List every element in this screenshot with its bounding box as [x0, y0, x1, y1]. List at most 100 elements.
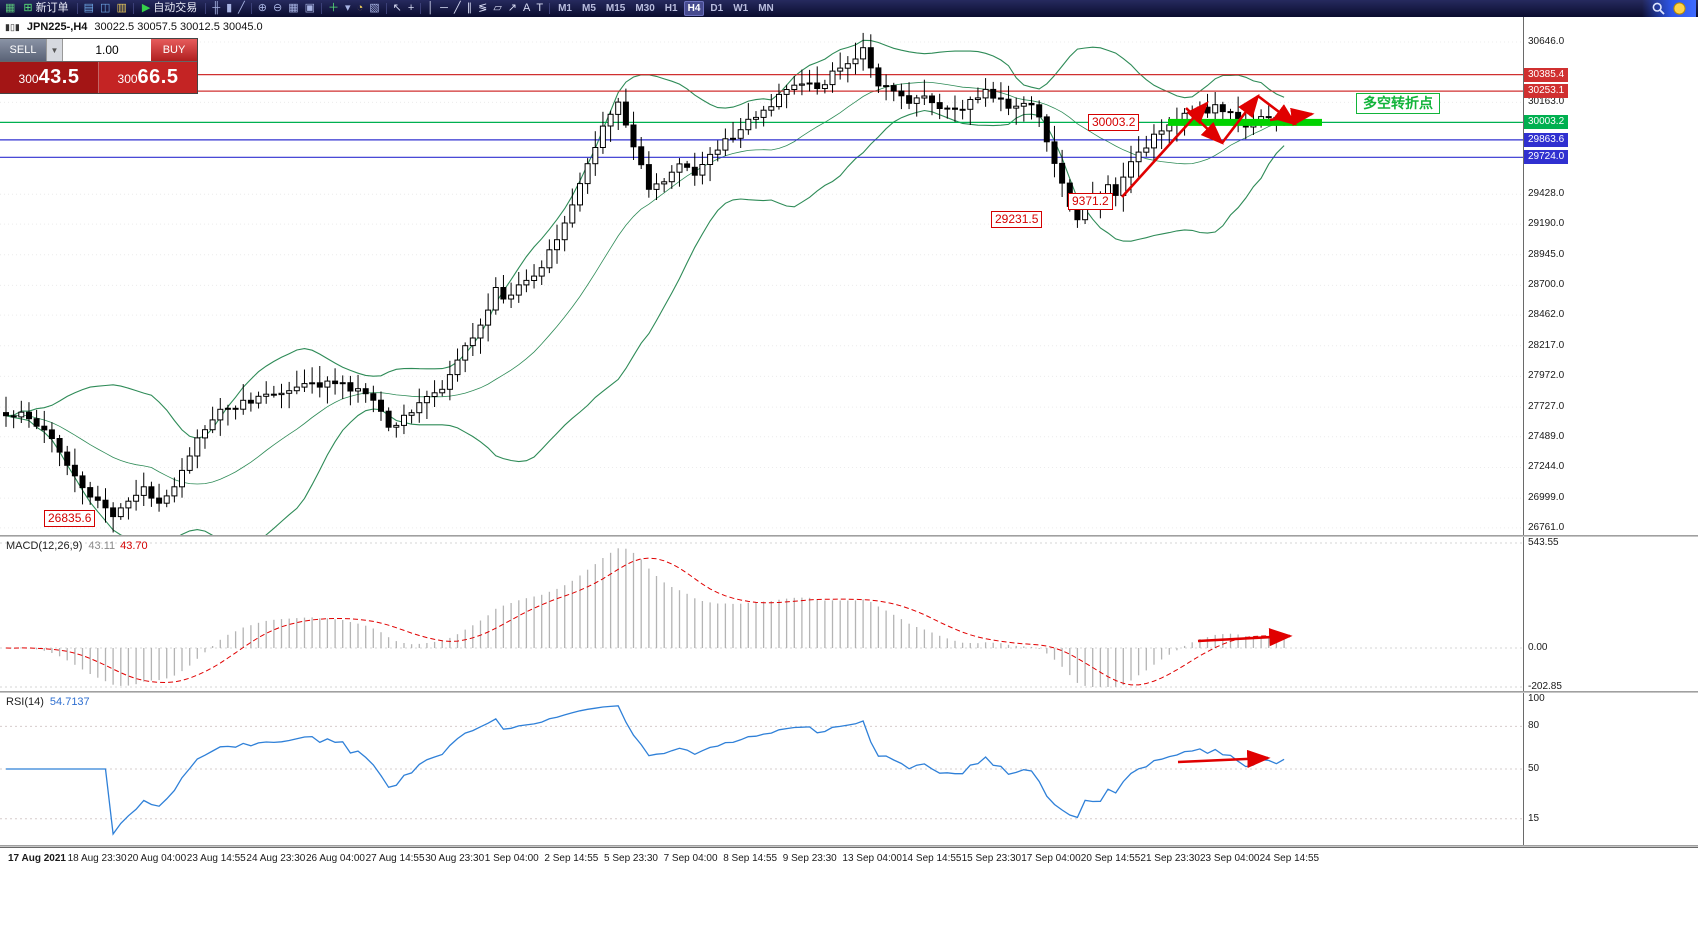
price-chart-pane[interactable]: ▮▯▮ JPN225-,H4 30022.5 30057.5 30012.5 3… — [0, 17, 1523, 535]
macd-main-value: 43.11 — [88, 540, 116, 552]
profiles-icon[interactable]: ◫ — [100, 2, 111, 14]
timeframe-d1-button[interactable]: D1 — [710, 3, 724, 14]
vline-icon[interactable]: │ — [427, 2, 435, 14]
price-axis[interactable]: 30646.0 30163.0 29428.0 29190.0 28945.0 28700… — [1523, 17, 1698, 535]
price-tick-26761.0: 26761.0 — [1528, 521, 1565, 533]
zoom-in-icon[interactable]: ⊕ — [257, 2, 268, 14]
price-big-digits: 66.5 — [137, 66, 179, 88]
bars-chart-icon[interactable]: ╫ — [212, 2, 221, 14]
autotrading-button-label: 自动交易 — [153, 2, 198, 14]
text-icon[interactable]: A — [523, 2, 531, 14]
volume-input[interactable] — [63, 39, 151, 61]
account-icon[interactable] — [1673, 2, 1686, 15]
bollinger-middle-band[interactable] — [5, 81, 1285, 485]
price-tick-28462.0: 28462.0 — [1528, 309, 1565, 321]
time-label: 18 Aug 23:30 — [67, 853, 127, 864]
price-label-9371.2[interactable]: 9371.2 — [1068, 193, 1113, 210]
rsi-axis[interactable]: 100 80 50 15 — [1523, 693, 1698, 845]
timeframe-m1-button[interactable]: M1 — [558, 3, 572, 14]
alerts-icon[interactable]: ▥ — [116, 2, 127, 14]
charts-icon[interactable]: ▤ — [83, 2, 95, 14]
timeframe-mn-button[interactable]: MN — [758, 3, 774, 14]
price-label-26835.6[interactable]: 26835.6 — [44, 510, 96, 527]
trend-arrow-2[interactable] — [1220, 93, 1260, 144]
time-label: 20 Sep 14:55 — [1080, 853, 1141, 864]
macd-signal-line — [5, 557, 1285, 686]
toolbar-separator — [132, 3, 134, 14]
rsi-tick-50: 50 — [1528, 763, 1540, 774]
macd-axis[interactable]: 543.55 0.00 -202.85 — [1523, 537, 1698, 691]
rsi-canvas[interactable] — [0, 693, 1523, 845]
toolbar: ▦ ⊞ 新订单 ▤ ◫ ▥ ▶ 自动交易 ╫ ▮ ╱ ⊕ ⊖ ▦ ▣ ＋ ▾ ◔ ▧ ↖ + │ ─ ╱ ∥ ≶ ▱ ↗ A T M1 M5 M… — [0, 0, 1698, 17]
tile-windows-icon[interactable]: ▦ — [288, 2, 299, 14]
trend-arrow-0[interactable] — [1121, 101, 1209, 198]
trend-arrow-1[interactable] — [1185, 107, 1224, 145]
pane-splitter[interactable] — [0, 691, 1698, 693]
search-icon[interactable] — [1652, 2, 1665, 15]
volume-options-icon[interactable]: ▼ — [46, 39, 63, 61]
time-label: 15 Sep 23:30 — [961, 853, 1022, 864]
price-tick-27489.0: 27489.0 — [1528, 430, 1565, 442]
macd-arrow[interactable] — [1197, 628, 1293, 647]
price-badge-30385.4: 30385.4 — [1524, 67, 1569, 82]
indicators-icon[interactable]: ＋ — [328, 2, 340, 14]
shapes-icon[interactable]: ▱ — [493, 2, 502, 14]
cascade-windows-icon[interactable]: ▣ — [304, 2, 316, 14]
crosshair-icon[interactable]: + — [407, 2, 415, 14]
time-label: 23 Aug 14:55 — [186, 853, 246, 864]
templates-icon[interactable]: ▧ — [369, 2, 380, 14]
candles-chart-icon[interactable]: ▮ — [226, 2, 233, 14]
trendline-icon[interactable]: ╱ — [453, 2, 461, 14]
rsi-arrow[interactable] — [1177, 749, 1271, 769]
line-chart-icon[interactable]: ╱ — [238, 2, 245, 14]
rsi-pane[interactable]: RSI(14) 54.7137 — [0, 693, 1523, 845]
arrows-icon[interactable]: ↗ — [507, 2, 517, 14]
timeframe-h4-button[interactable]: H4 — [683, 1, 705, 16]
macd-label: MACD(12,26,9) 43.11 43.70 — [6, 540, 148, 552]
hline-icon[interactable]: ─ — [440, 2, 448, 14]
macd-pane[interactable]: MACD(12,26,9) 43.11 43.70 — [0, 537, 1523, 691]
periods-icon[interactable]: ◔ — [356, 2, 364, 14]
timeframe-h1-button[interactable]: H1 — [664, 3, 678, 14]
rsi-tick-80: 80 — [1528, 720, 1540, 732]
turning-point-annotation[interactable]: 多空转折点 — [1356, 93, 1440, 114]
timeframe-m30-button[interactable]: M30 — [635, 3, 655, 14]
fibonacci-icon[interactable]: ≶ — [478, 2, 488, 14]
buy-price[interactable]: 300 66.5 — [99, 62, 197, 93]
timeframe-m15-button[interactable]: M15 — [605, 3, 626, 14]
buy-button[interactable]: BUY — [151, 39, 197, 61]
timeframe-w1-button[interactable]: W1 — [733, 3, 749, 14]
price-tick-30646.0: 30646.0 — [1528, 36, 1565, 47]
rsi-tick-100: 100 — [1528, 693, 1545, 704]
chart-type-icon: ▮▯▮ — [5, 21, 20, 32]
cursor-icon[interactable]: ↖ — [392, 2, 402, 14]
sell-button[interactable]: SELL — [0, 39, 46, 61]
timeframe-m5-button[interactable]: M5 — [581, 3, 596, 14]
time-axis[interactable]: 17 Aug 2021 18 Aug 23:30 20 Aug 04:00 23 Au… — [0, 847, 1698, 937]
price-label-30003.2[interactable]: 30003.2 — [1088, 114, 1140, 131]
autotrading-icon: ▶ — [141, 2, 151, 14]
toolbar-separator — [76, 3, 78, 14]
price-chart-canvas[interactable] — [0, 17, 1523, 535]
indicators-list-icon[interactable]: ▾ — [345, 2, 351, 14]
macd-canvas[interactable] — [0, 537, 1523, 691]
symbol-name: JPN225-,H4 — [26, 21, 88, 33]
bollinger-lower-band[interactable] — [5, 109, 1285, 536]
support-zone-band[interactable] — [1168, 118, 1322, 126]
price-label-29231.5[interactable]: 29231.5 — [991, 211, 1043, 228]
bollinger-upper-band[interactable] — [5, 39, 1285, 439]
channel-icon[interactable]: ∥ — [466, 2, 473, 14]
autotrading-button[interactable]: ▶ 自动交易 — [137, 0, 202, 17]
trend-arrow-4[interactable] — [1269, 107, 1315, 126]
pane-splitter[interactable] — [0, 845, 1698, 847]
time-label: 20 Aug 04:00 — [127, 853, 187, 864]
pane-splitter[interactable] — [0, 535, 1698, 537]
new-order-button[interactable]: ⊞ 新订单 — [18, 0, 73, 17]
price-tick-29428.0: 29428.0 — [1528, 188, 1565, 200]
sell-price[interactable]: 300 43.5 — [0, 62, 99, 93]
zoom-out-icon[interactable]: ⊖ — [273, 2, 283, 14]
label-icon[interactable]: T — [536, 2, 544, 14]
trend-arrow-3[interactable] — [1257, 94, 1298, 126]
time-label: 1 Sep 04:00 — [484, 853, 539, 864]
new-order-button-label: 新订单 — [35, 2, 69, 14]
